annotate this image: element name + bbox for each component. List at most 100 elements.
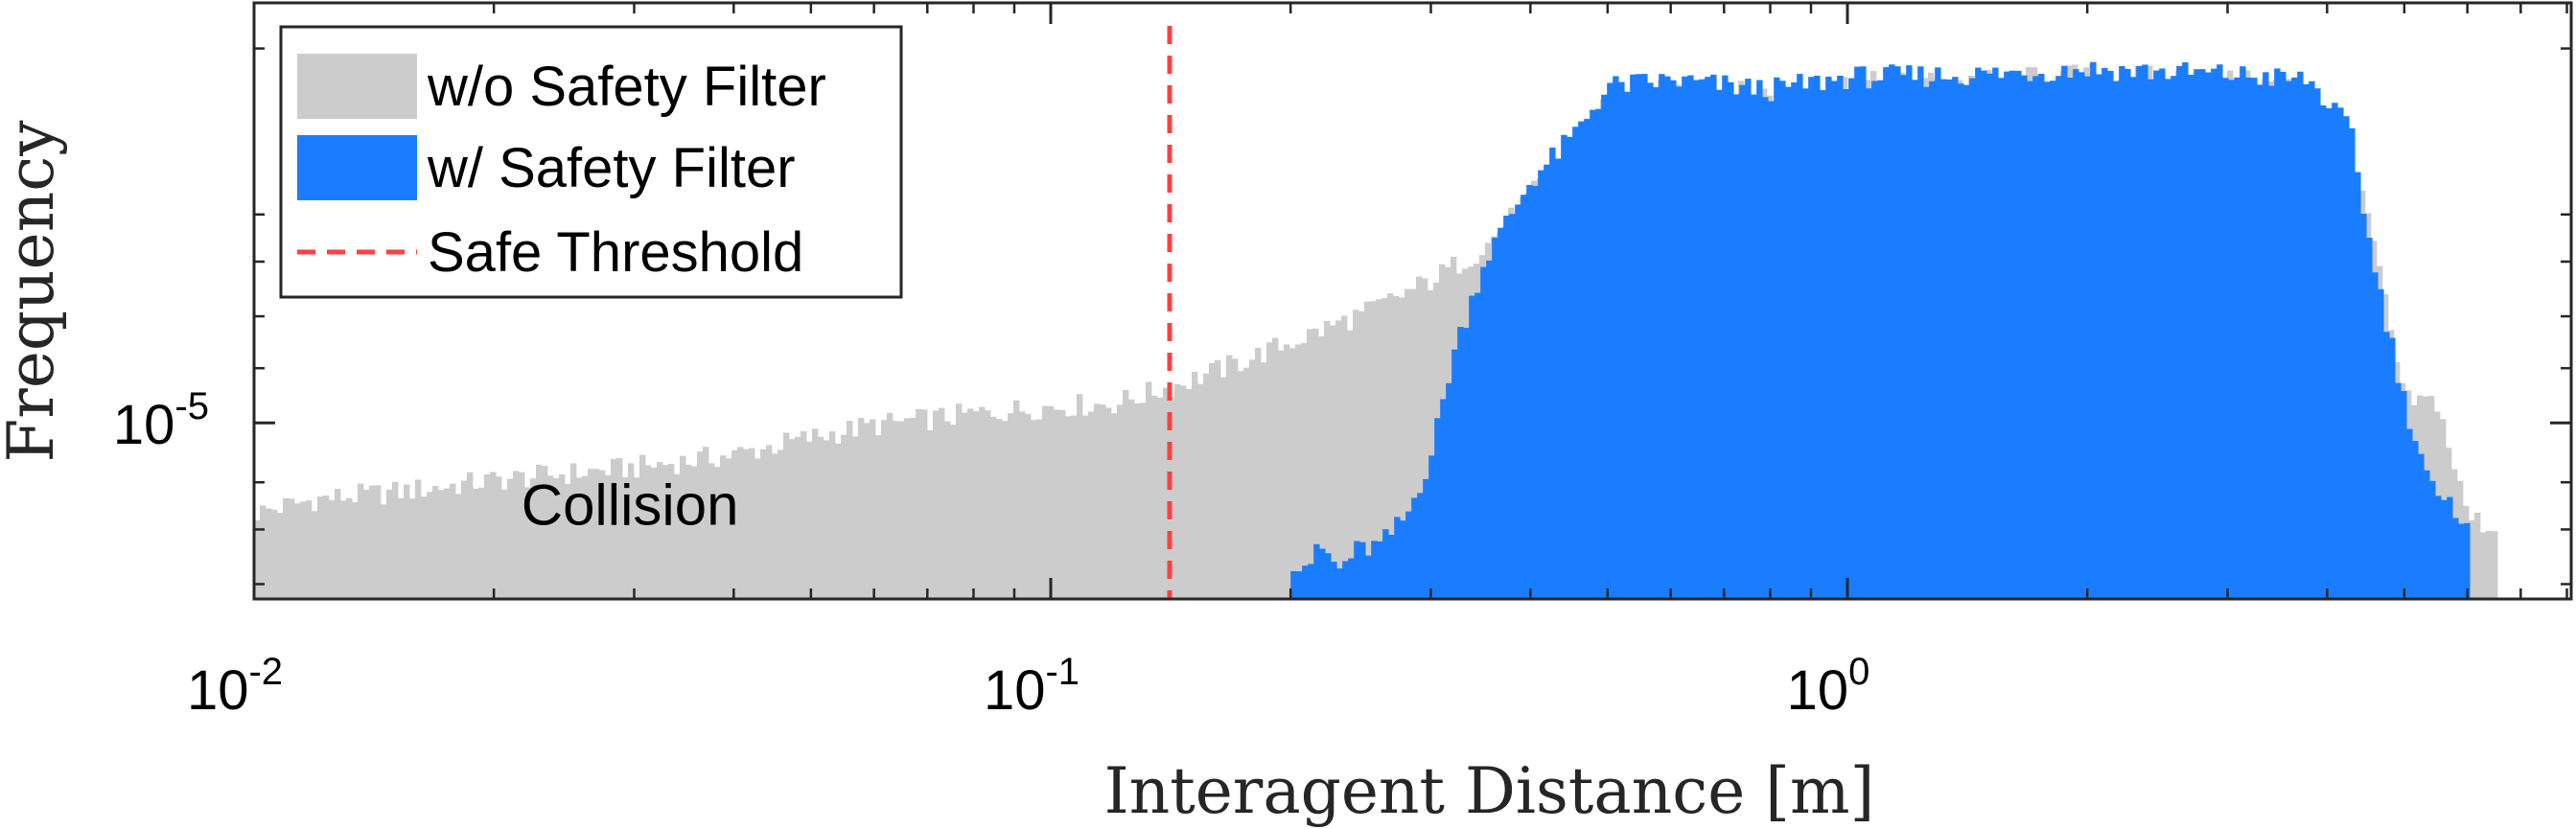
bar (1215, 359, 1221, 599)
bar (1174, 383, 1181, 599)
bar (565, 483, 571, 599)
bar (1486, 260, 1493, 599)
bar (2429, 480, 2436, 599)
bar (1157, 397, 1164, 599)
bar (1555, 158, 1562, 600)
bar (1405, 511, 1412, 599)
bar (1664, 76, 1671, 599)
bar (870, 419, 876, 599)
bar (2389, 337, 2396, 599)
bar (1088, 411, 1095, 599)
bar (1877, 80, 1884, 599)
bar (432, 486, 439, 599)
bar (1693, 80, 1700, 599)
bar (1128, 399, 1135, 599)
bar (438, 490, 445, 599)
bar (829, 431, 836, 599)
bar (1404, 288, 1411, 599)
bar (496, 476, 502, 599)
bar (524, 487, 531, 599)
bar (824, 440, 830, 599)
bar (1992, 67, 1999, 599)
bar (300, 501, 307, 599)
legend-swatch (297, 54, 417, 119)
bar (358, 483, 364, 599)
bar (1146, 381, 1152, 599)
bar (2222, 78, 2229, 599)
bar (2228, 80, 2235, 599)
bar (1307, 329, 1313, 599)
bar (893, 421, 899, 599)
bar (484, 474, 491, 599)
bar (1515, 204, 1521, 599)
bar (1848, 78, 1855, 600)
bar (801, 430, 807, 599)
bar (294, 503, 301, 599)
bar (1382, 529, 1389, 599)
bar (1584, 119, 1590, 599)
bar (685, 464, 692, 599)
bar (1613, 76, 1619, 599)
bar (691, 466, 698, 599)
bar (559, 474, 566, 599)
bar (1538, 170, 1544, 599)
legend: w/o Safety Filter w/ Safety Filter Safe Th… (279, 25, 903, 299)
bar (1969, 78, 1976, 599)
bar (2096, 74, 2102, 599)
bar (473, 488, 479, 599)
bar (1336, 568, 1343, 599)
bar (1094, 403, 1101, 599)
bar (2067, 78, 2074, 599)
series-with-filter (1290, 61, 2471, 600)
bar (2320, 105, 2327, 600)
bar (962, 412, 968, 599)
bar (2153, 70, 2160, 599)
bar (1422, 278, 1428, 599)
bar (2211, 68, 2217, 599)
bar (1364, 301, 1371, 599)
bar (2159, 68, 2166, 599)
bar (657, 462, 663, 599)
bar (2303, 83, 2309, 600)
bar (1457, 327, 1464, 599)
bar (714, 467, 721, 599)
bar (461, 480, 468, 599)
bar (271, 509, 278, 599)
bar (1416, 276, 1423, 599)
x-tick-label: 10-2 (187, 651, 283, 722)
bar (369, 485, 376, 599)
bar (283, 497, 290, 599)
bar (1503, 215, 1510, 599)
bar (2193, 69, 2200, 600)
bar (1940, 79, 1947, 600)
bar (2251, 78, 2258, 599)
bar (737, 447, 744, 599)
bar (2032, 76, 2039, 599)
bar (904, 418, 911, 599)
bar (812, 428, 819, 599)
bar (2343, 116, 2350, 600)
bar (2286, 81, 2292, 599)
bar (1774, 77, 1780, 599)
bar (1814, 75, 1821, 600)
bar (979, 406, 986, 599)
bar (2050, 81, 2056, 600)
bar (1986, 73, 1993, 600)
bar (1889, 64, 1895, 599)
bar (611, 458, 617, 599)
bar (1590, 109, 1596, 600)
bar (2441, 499, 2448, 599)
bar (1670, 80, 1677, 599)
bar (1388, 535, 1395, 599)
bar (720, 455, 727, 599)
bar (2009, 70, 2016, 599)
bar (1002, 421, 1009, 599)
bar (2257, 84, 2263, 599)
bar (1325, 553, 1332, 599)
bar (386, 490, 393, 599)
bar (1255, 348, 1262, 599)
bar (1377, 541, 1383, 599)
bar (1682, 76, 1688, 599)
bar (818, 436, 824, 599)
bar (1394, 517, 1401, 599)
